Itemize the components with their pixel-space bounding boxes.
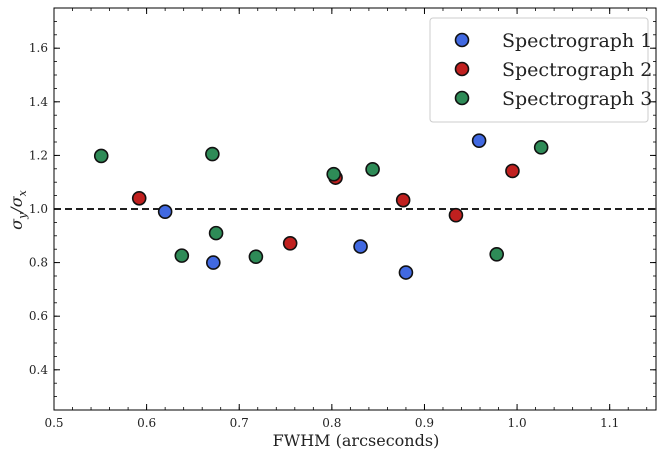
data-point — [489, 246, 505, 262]
y-axis: 0.4 0.6 0.8 1.0 1.2 1.4 1.6 — [29, 7, 656, 398]
data-point — [131, 190, 147, 206]
legend-label: Spectrograph 1 — [502, 30, 652, 52]
legend-box — [429, 17, 649, 123]
x-tick-label: 0.8 — [322, 416, 341, 430]
y-axis-label: σy/σx — [7, 189, 29, 229]
series-1 — [157, 133, 487, 280]
series-3 — [93, 140, 549, 265]
legend-label: Spectrograph 2 — [502, 59, 652, 81]
x-tick-label: 0.5 — [44, 416, 63, 430]
data-point — [282, 236, 298, 251]
data-point — [505, 163, 520, 179]
data-point — [395, 192, 411, 208]
y-tick-label: 0.8 — [29, 256, 48, 270]
y-tick-label: 1.6 — [29, 41, 48, 55]
data-point — [205, 255, 221, 270]
data-point — [471, 133, 487, 148]
legend-marker — [454, 90, 470, 106]
data-point — [93, 148, 109, 164]
y-tick-label: 1.4 — [29, 95, 48, 109]
series-2 — [131, 163, 520, 251]
x-tick-label: 0.9 — [415, 416, 434, 430]
x-tick-label: 0.6 — [137, 416, 156, 430]
data-point — [533, 140, 549, 155]
x-tick-label: 0.7 — [230, 416, 249, 430]
legend-marker — [454, 61, 470, 77]
data-point — [398, 265, 414, 280]
data-point — [365, 162, 380, 177]
x-tick-label: 1.0 — [508, 416, 527, 430]
legend-label: Spectrograph 3 — [502, 88, 652, 110]
x-axis: 0.5 0.6 0.7 0.8 0.9 1.0 1.1 — [44, 8, 648, 430]
plot-area — [53, 7, 657, 411]
legend-marker — [454, 32, 470, 48]
data-point — [174, 248, 190, 263]
x-tick-label: 1.1 — [600, 416, 619, 430]
x-axis-label: FWHM (arcseconds) — [273, 431, 440, 450]
data-point — [157, 204, 173, 219]
data-point — [205, 146, 220, 162]
data-point — [353, 239, 368, 254]
y-tick-label: 0.4 — [29, 363, 48, 377]
legend: Spectrograph 1 Spectrograph 2 Spectrograph… — [429, 17, 652, 123]
data-point — [326, 166, 341, 182]
data-point — [448, 207, 464, 223]
y-tick-label: 1.2 — [29, 148, 48, 162]
y-tick-label: 1.0 — [29, 202, 48, 216]
y-tick-label: 0.6 — [29, 309, 48, 323]
data-point — [248, 249, 264, 265]
data-point — [208, 225, 224, 241]
